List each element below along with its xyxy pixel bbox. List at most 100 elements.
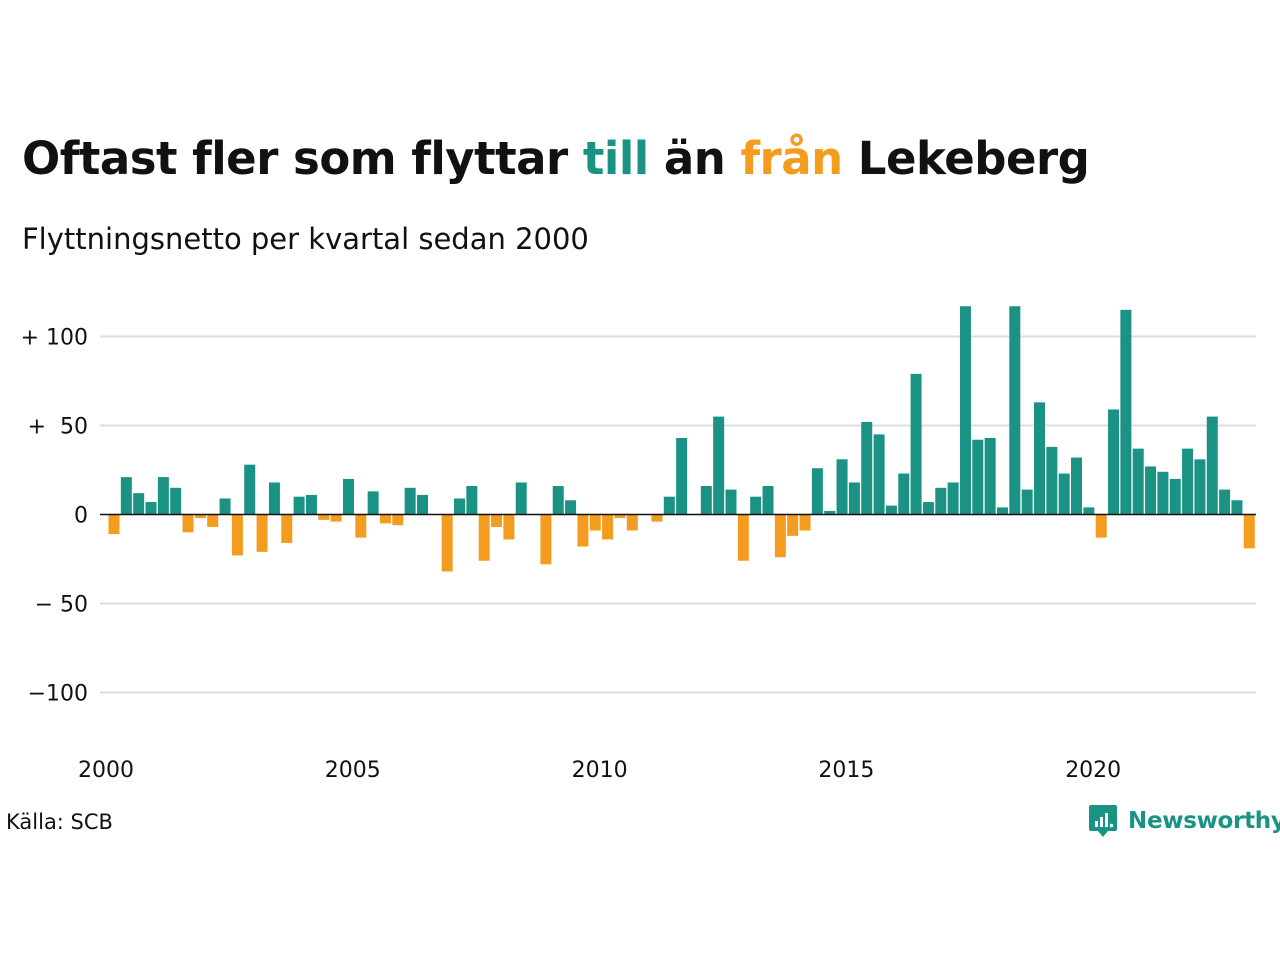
bar-positive xyxy=(1145,466,1157,515)
bar-negative xyxy=(355,514,367,538)
bar-negative xyxy=(737,514,749,561)
bar-positive xyxy=(972,439,984,515)
bar-positive xyxy=(133,493,145,515)
bar-negative xyxy=(540,514,552,565)
bar-positive xyxy=(1206,416,1218,515)
bars xyxy=(100,306,1256,572)
title-part1: Oftast fler som flyttar xyxy=(22,132,583,185)
bar-positive xyxy=(1108,409,1120,515)
title-fran: från xyxy=(740,132,843,185)
bar-positive xyxy=(959,306,971,515)
bar-positive xyxy=(1083,507,1095,515)
bar-positive xyxy=(663,496,675,515)
bar-positive xyxy=(848,482,860,515)
bar-positive xyxy=(120,477,132,515)
y-tick-label: − 50 xyxy=(35,593,88,618)
newsworthy-logo: Newsworthy xyxy=(1088,803,1280,839)
bar-positive xyxy=(342,478,354,515)
bar-negative xyxy=(1243,514,1255,549)
bar-positive xyxy=(1071,457,1083,515)
bar-positive xyxy=(1009,306,1021,515)
bar-positive xyxy=(293,496,305,515)
chart-subtitle: Flyttningsnetto per kvartal sedan 2000 xyxy=(22,222,589,256)
bar-positive xyxy=(244,464,256,515)
bar-positive xyxy=(268,482,280,515)
x-tick-label: 2020 xyxy=(1065,758,1121,783)
bar-positive xyxy=(1219,489,1231,515)
bar-positive xyxy=(1194,459,1206,515)
title-part2: än xyxy=(648,132,741,185)
bar-positive xyxy=(836,459,848,515)
bar-positive xyxy=(1157,471,1169,515)
x-tick-label: 2005 xyxy=(325,758,381,783)
bar-positive xyxy=(157,477,169,515)
y-tick-label: + 100 xyxy=(21,326,88,351)
bar-positive xyxy=(565,500,577,515)
bar-negative xyxy=(614,514,626,519)
chart-title: Oftast fler som flyttar till än från Lek… xyxy=(22,132,1090,185)
bar-negative xyxy=(491,514,503,527)
bar-negative xyxy=(799,514,811,531)
bar-negative xyxy=(194,514,206,519)
x-tick-label: 2010 xyxy=(572,758,628,783)
bar-positive xyxy=(947,482,959,515)
bar-negative xyxy=(281,514,293,543)
x-tick-label: 2015 xyxy=(818,758,874,783)
bar-positive xyxy=(725,489,737,515)
bar-chart: + 100 + 50 0 − 50 −100 2000 2005 2010 2015 2020 xyxy=(21,306,1256,783)
bar-positive xyxy=(1182,448,1194,515)
bar-negative xyxy=(589,514,601,531)
y-tick-label: −100 xyxy=(28,682,88,707)
bar-positive xyxy=(1021,489,1033,515)
bar-positive xyxy=(515,482,527,515)
x-axis-ticks: 2000 2005 2010 2015 2020 xyxy=(78,758,1121,783)
bar-positive xyxy=(1231,500,1243,515)
bar-negative xyxy=(774,514,786,558)
bar-positive xyxy=(935,487,947,515)
bar-negative xyxy=(1095,514,1107,538)
bar-negative xyxy=(626,514,638,531)
bar-negative xyxy=(256,514,268,552)
bar-positive xyxy=(1058,473,1070,515)
bar-negative xyxy=(379,514,391,524)
bar-positive xyxy=(1132,448,1144,515)
bar-positive xyxy=(1169,478,1181,515)
bar-negative xyxy=(602,514,614,540)
x-tick-label: 2000 xyxy=(78,758,134,783)
bar-negative xyxy=(330,514,342,522)
bar-positive xyxy=(466,486,478,515)
bar-negative xyxy=(478,514,490,561)
bar-positive xyxy=(922,502,934,515)
bar-positive xyxy=(219,498,231,515)
bar-positive xyxy=(367,491,379,515)
bar-positive xyxy=(996,507,1008,515)
bar-positive xyxy=(984,437,996,515)
y-tick-label: + 50 xyxy=(28,415,88,440)
grid-lines xyxy=(100,335,1256,694)
bar-negative xyxy=(787,514,799,536)
bar-negative xyxy=(108,514,120,535)
bar-positive xyxy=(305,494,317,515)
bar-negative xyxy=(207,514,219,527)
y-tick-label: 0 xyxy=(74,504,88,529)
bar-positive xyxy=(454,498,466,515)
bar-positive xyxy=(824,510,836,515)
title-till: till xyxy=(582,132,649,185)
bar-negative xyxy=(392,514,404,526)
bar-positive xyxy=(898,473,910,515)
source-note: Källa: SCB xyxy=(6,810,113,834)
bar-positive xyxy=(910,373,922,515)
bar-positive xyxy=(750,496,762,515)
newsworthy-logo-text: Newsworthy xyxy=(1128,808,1280,834)
bar-positive xyxy=(811,468,823,515)
bar-positive xyxy=(1120,309,1132,515)
bar-negative xyxy=(182,514,194,533)
bar-positive xyxy=(552,486,564,515)
bar-positive xyxy=(700,486,712,515)
bar-positive xyxy=(676,437,688,515)
bar-positive xyxy=(145,502,157,515)
bar-positive xyxy=(873,434,885,515)
bar-positive xyxy=(1046,446,1058,515)
bar-positive xyxy=(762,486,774,515)
bar-negative xyxy=(318,514,330,520)
